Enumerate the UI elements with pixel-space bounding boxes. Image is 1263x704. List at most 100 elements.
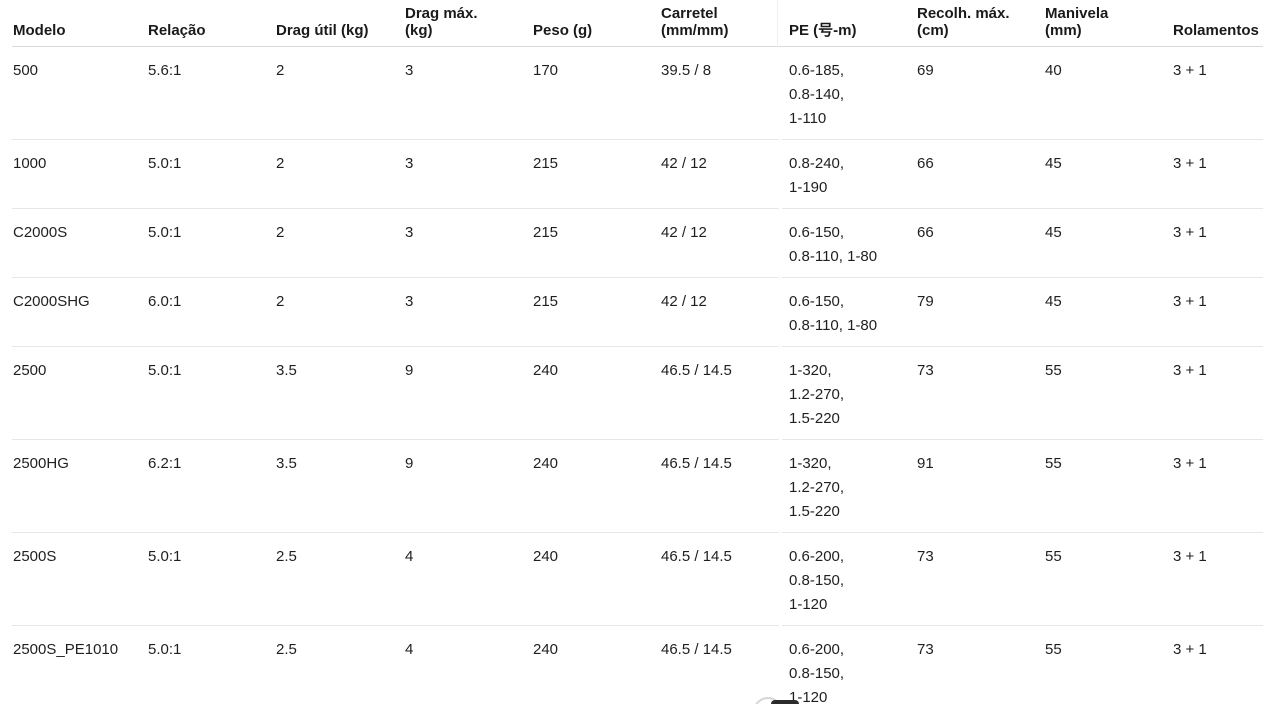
cell-peso: 240 — [533, 347, 661, 440]
cell-drag-util: 3.5 — [276, 440, 405, 533]
left-margin-mask — [0, 0, 12, 704]
cell-drag-util: 2.5 — [276, 626, 405, 704]
cell-drag-max: 4 — [405, 626, 533, 704]
cell-pe: 1-320, 1.2-270, 1.5-220 — [789, 347, 917, 440]
cell-manivela: 45 — [1045, 209, 1173, 278]
divider-gap-mask — [779, 48, 782, 704]
cell-relacao: 6.0:1 — [148, 278, 276, 347]
cell-carretel: 42 / 12 — [661, 209, 789, 278]
cell-pe: 0.6-185, 0.8-140, 1-110 — [789, 47, 917, 140]
cell-manivela: 55 — [1045, 347, 1173, 440]
cell-manivela: 55 — [1045, 440, 1173, 533]
cell-manivela: 45 — [1045, 140, 1173, 209]
clipped-floating-element — [771, 700, 799, 704]
column-header-pe: PE (号-m) — [789, 0, 917, 47]
cell-modelo: C2000S — [0, 209, 148, 278]
cell-drag-util: 2 — [276, 140, 405, 209]
table-row: 500 5.6:1 2 3 170 39.5 / 8 0.6-185, 0.8-1… — [0, 47, 1263, 140]
cell-relacao: 5.0:1 — [148, 533, 276, 626]
column-header-modelo: Modelo — [0, 0, 148, 47]
cell-relacao: 5.0:1 — [148, 140, 276, 209]
cell-recolh-max: 66 — [917, 209, 1045, 278]
table-header: Modelo Relação Drag útil (kg) Drag máx.(… — [0, 0, 1263, 47]
table-row: 2500HG 6.2:1 3.5 9 240 46.5 / 14.5 1-320… — [0, 440, 1263, 533]
cell-rolamentos: 3 + 1 — [1173, 209, 1263, 278]
cell-relacao: 5.6:1 — [148, 47, 276, 140]
cell-carretel: 46.5 / 14.5 — [661, 440, 789, 533]
cell-peso: 170 — [533, 47, 661, 140]
table-row: 2500S_PE1010 5.0:1 2.5 4 240 46.5 / 14.5… — [0, 626, 1263, 704]
column-header-manivela: Manivela (mm) — [1045, 0, 1173, 47]
column-header-recolh-max: Recolh. máx. (cm) — [917, 0, 1045, 47]
cell-rolamentos: 3 + 1 — [1173, 347, 1263, 440]
cell-pe: 1-320, 1.2-270, 1.5-220 — [789, 440, 917, 533]
cell-carretel: 46.5 / 14.5 — [661, 533, 789, 626]
cell-recolh-max: 66 — [917, 140, 1045, 209]
cell-peso: 215 — [533, 278, 661, 347]
cell-carretel: 46.5 / 14.5 — [661, 347, 789, 440]
cell-peso: 240 — [533, 533, 661, 626]
cell-modelo: 2500S_PE1010 — [0, 626, 148, 704]
cell-pe: 0.6-200, 0.8-150, 1-120 — [789, 533, 917, 626]
cell-modelo: C2000SHG — [0, 278, 148, 347]
cell-drag-max: 3 — [405, 47, 533, 140]
cell-manivela: 55 — [1045, 533, 1173, 626]
cell-recolh-max: 73 — [917, 347, 1045, 440]
cell-drag-util: 2 — [276, 278, 405, 347]
cell-drag-util: 2.5 — [276, 533, 405, 626]
table-row: C2000S 5.0:1 2 3 215 42 / 12 0.6-150, 0.8… — [0, 209, 1263, 278]
cell-rolamentos: 3 + 1 — [1173, 440, 1263, 533]
cell-drag-max: 4 — [405, 533, 533, 626]
cell-drag-util: 2 — [276, 47, 405, 140]
cell-drag-util: 2 — [276, 209, 405, 278]
cell-relacao: 6.2:1 — [148, 440, 276, 533]
cell-modelo: 2500HG — [0, 440, 148, 533]
cell-drag-max: 3 — [405, 140, 533, 209]
cell-drag-max: 3 — [405, 278, 533, 347]
column-header-peso: Peso (g) — [533, 0, 661, 47]
cell-modelo: 2500S — [0, 533, 148, 626]
header-column-divider — [777, 0, 778, 47]
cell-manivela: 55 — [1045, 626, 1173, 704]
cell-rolamentos: 3 + 1 — [1173, 626, 1263, 704]
column-header-rolamentos: Rolamentos — [1173, 0, 1263, 47]
cell-pe: 0.8-240, 1-190 — [789, 140, 917, 209]
cell-relacao: 5.0:1 — [148, 347, 276, 440]
cell-recolh-max: 79 — [917, 278, 1045, 347]
cell-drag-max: 9 — [405, 347, 533, 440]
cell-modelo: 1000 — [0, 140, 148, 209]
cell-pe: 0.6-150, 0.8-110, 1-80 — [789, 209, 917, 278]
column-header-drag-max: Drag máx. (kg) — [405, 0, 533, 47]
cell-recolh-max: 69 — [917, 47, 1045, 140]
column-header-drag-util: Drag útil (kg) — [276, 0, 405, 47]
cell-modelo: 2500 — [0, 347, 148, 440]
cell-carretel: 42 / 12 — [661, 278, 789, 347]
table-row: 1000 5.0:1 2 3 215 42 / 12 0.8-240, 1-190… — [0, 140, 1263, 209]
column-header-carretel: Carretel (mm/mm) — [661, 0, 789, 47]
cell-manivela: 40 — [1045, 47, 1173, 140]
cell-drag-max: 9 — [405, 440, 533, 533]
cell-peso: 240 — [533, 440, 661, 533]
cell-manivela: 45 — [1045, 278, 1173, 347]
cell-rolamentos: 3 + 1 — [1173, 533, 1263, 626]
cell-rolamentos: 3 + 1 — [1173, 47, 1263, 140]
cell-carretel: 46.5 / 14.5 — [661, 626, 789, 704]
cell-recolh-max: 91 — [917, 440, 1045, 533]
cell-relacao: 5.0:1 — [148, 209, 276, 278]
cell-recolh-max: 73 — [917, 626, 1045, 704]
cell-peso: 215 — [533, 140, 661, 209]
table-body: 500 5.6:1 2 3 170 39.5 / 8 0.6-185, 0.8-1… — [0, 47, 1263, 704]
table-row: 2500 5.0:1 3.5 9 240 46.5 / 14.5 1-320, 1… — [0, 347, 1263, 440]
cell-peso: 215 — [533, 209, 661, 278]
cell-modelo: 500 — [0, 47, 148, 140]
cell-pe: 0.6-150, 0.8-110, 1-80 — [789, 278, 917, 347]
column-header-relacao: Relação — [148, 0, 276, 47]
cell-pe: 0.6-200, 0.8-150, 1-120 — [789, 626, 917, 704]
table-row: C2000SHG 6.0:1 2 3 215 42 / 12 0.6-150, 0… — [0, 278, 1263, 347]
cell-rolamentos: 3 + 1 — [1173, 140, 1263, 209]
cell-drag-util: 3.5 — [276, 347, 405, 440]
cell-drag-max: 3 — [405, 209, 533, 278]
cell-recolh-max: 73 — [917, 533, 1045, 626]
